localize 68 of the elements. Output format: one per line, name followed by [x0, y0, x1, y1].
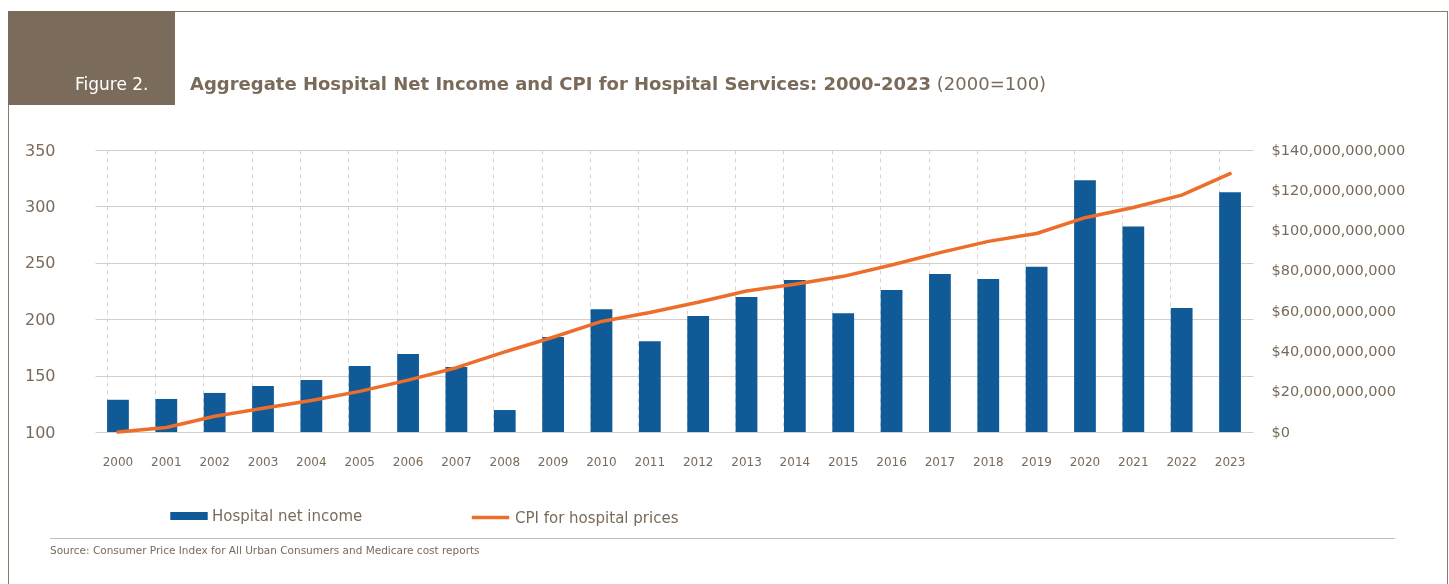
bar — [252, 386, 274, 432]
x-tick-label: 2021 — [1118, 454, 1149, 469]
y2-tick-label: $80,000,000,000 — [1271, 262, 1397, 279]
x-tick-label: 2005 — [344, 454, 375, 469]
chart-subtitle: (2000=100) — [936, 73, 1047, 94]
x-tick-label: 2002 — [199, 454, 230, 469]
bar — [735, 297, 758, 432]
x-tick-label: 2010 — [586, 454, 617, 469]
y-tick-label: 100 — [24, 422, 56, 442]
bar — [542, 336, 564, 432]
x-tick-label: 2003 — [247, 454, 279, 469]
x-tick-label: 2008 — [489, 454, 521, 469]
bar — [348, 365, 371, 432]
bar — [687, 315, 710, 432]
x-tick-label: 2000 — [102, 454, 134, 469]
x-tick-label: 2014 — [779, 454, 811, 469]
x-tick-label: 2022 — [1166, 454, 1197, 469]
y2-tick-label: $100,000,000,000 — [1271, 222, 1406, 239]
y-tick-label: 200 — [24, 309, 56, 329]
bar — [880, 289, 903, 432]
y2-tick-label: $140,000,000,000 — [1271, 141, 1406, 158]
bar — [590, 309, 613, 432]
bar — [107, 399, 129, 432]
bar — [397, 354, 419, 432]
x-tick-label: 2009 — [537, 454, 569, 469]
x-tick-label: 2013 — [731, 454, 762, 469]
bar — [1170, 308, 1193, 432]
y-tick-label: 300 — [24, 196, 56, 216]
y2-tick-label: $20,000,000,000 — [1271, 383, 1397, 400]
line-series — [116, 171, 1232, 434]
x-tick-label: 2017 — [924, 454, 956, 469]
y-tick-label: 150 — [24, 366, 56, 386]
bar — [1122, 226, 1145, 432]
x-tick-label: 2023 — [1214, 454, 1246, 469]
x-tick-label: 2004 — [296, 454, 327, 469]
caption: Figure 2. — [75, 74, 149, 94]
bar — [977, 278, 1000, 432]
bar — [638, 341, 661, 432]
bar — [784, 279, 806, 432]
x-tick-label: 2015 — [827, 454, 859, 469]
bar — [929, 274, 951, 432]
y2-tick-label: $0 — [1271, 423, 1290, 440]
x-tick-label: 2006 — [392, 454, 424, 469]
legend-label: Hospital net income — [212, 507, 363, 525]
chart-title: Aggregate Hospital Net Income and CPI for Hospital Services: 2000-2023 — [190, 73, 932, 94]
bar — [1219, 192, 1241, 432]
x-tick-label: 2012 — [682, 454, 714, 469]
bar — [300, 380, 323, 432]
x-tick-label: 2019 — [1021, 454, 1052, 469]
y-tick-label: 250 — [24, 253, 56, 273]
bar — [493, 410, 516, 432]
x-tick-label: 2001 — [151, 454, 182, 469]
source-note: Source: Consumer Price Index for All Urban Consumers and Medicare cost reports — [50, 544, 480, 556]
bar — [203, 392, 226, 432]
x-tick-label: 2016 — [876, 454, 907, 469]
y2-tick-label: $40,000,000,000 — [1271, 342, 1397, 359]
x-tick-label: 2020 — [1069, 454, 1101, 469]
y2-tick-label: $60,000,000,000 — [1271, 302, 1397, 319]
bar — [445, 366, 468, 432]
bar — [1025, 266, 1048, 432]
bar — [832, 313, 855, 432]
legend-label: CPI for hospital prices — [515, 508, 679, 527]
x-tick-label: 2007 — [441, 454, 472, 469]
y2-tick-label: $120,000,000,000 — [1271, 181, 1406, 198]
bar — [1074, 180, 1096, 432]
x-tick-label: 2011 — [634, 454, 666, 469]
x-tick-label: 2018 — [973, 454, 1004, 469]
y-tick-label: 350 — [24, 140, 56, 160]
